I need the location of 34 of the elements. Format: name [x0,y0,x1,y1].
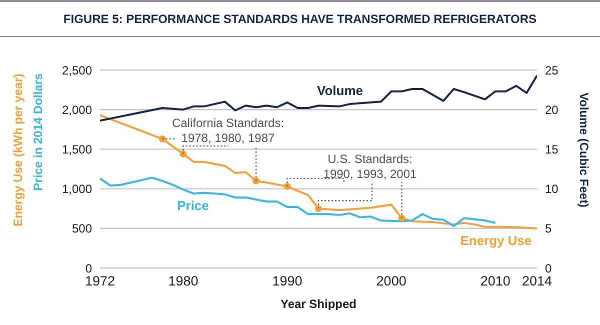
y2-tick-label: 20 [545,102,559,117]
y2-tick-label: 0 [545,261,552,276]
line-series [100,114,537,230]
y-tick-label: 2,000 [62,102,92,117]
point [284,182,291,190]
y-tick-label: 0 [85,261,92,276]
y2-tick-label: 15 [545,142,559,156]
series-label: Energy Use [460,233,532,248]
point [252,177,260,184]
x-tick-label: 1990 [272,274,302,289]
point [180,150,187,158]
point [398,214,406,222]
y2-tick-label: 10 [545,182,559,196]
text: Price in 2014 Dollars [31,72,45,191]
y-tick-label: 1,000 [62,182,92,196]
y-tick-label: 1,500 [62,142,92,156]
series-label: Volume [317,83,363,98]
x-tick-label: 1980 [168,274,198,289]
annotation: California Standards: 1978, 1980, 1987 [172,116,284,145]
series-label: Price [177,198,209,213]
x-tick-label: 2010 [480,274,510,289]
point [158,135,166,142]
y-tick-label: 2,500 [62,63,92,78]
annotation: U.S. Standards: 1990, 1993, 2001 [323,152,418,181]
x-tick-label: 2000 [376,274,406,289]
point [315,205,322,212]
y2-tick-label: 5 [545,222,552,236]
x-tick-label: 1972 [84,274,116,289]
y-tick-label: 500 [72,222,92,236]
chart-title: FIGURE 5: PERFORMANCE STANDARDS HAVE TRANSFORMED REFRIGERATORS [63,12,537,26]
y2-tick-label: 25 [545,63,559,78]
y2-axis-title: Volume (Cubic Feet) [577,92,591,208]
y-axis-title: Energy Use (kWh per year) [11,74,25,226]
x-tick-label: 2014 [522,274,552,289]
